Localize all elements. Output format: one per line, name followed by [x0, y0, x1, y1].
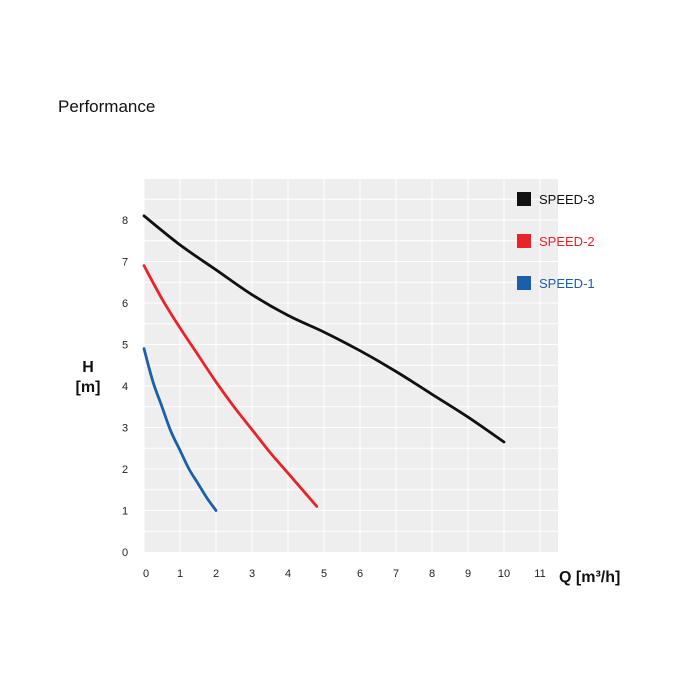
x-tick-label: 2 [213, 568, 219, 580]
legend-label-speed-3: SPEED-3 [539, 192, 595, 207]
y-tick-label: 1 [122, 506, 128, 518]
x-axis-ticks: 0 1 2 3 4 5 6 7 8 9 10 11 [143, 568, 546, 580]
series-lines [142, 214, 506, 512]
y-tick-label: 2 [122, 464, 128, 476]
grid-lines [143, 178, 577, 552]
legend-swatch-speed-3 [517, 192, 531, 206]
legend-swatch-speed-1 [517, 276, 531, 290]
y-tick-label: 6 [122, 298, 128, 310]
y-axis-label-symbol: H [82, 359, 94, 376]
y-tick-label: 5 [122, 340, 128, 352]
x-tick-label: 0 [143, 568, 149, 580]
y-tick-label: 4 [122, 381, 128, 393]
legend-label-speed-1: SPEED-1 [539, 276, 595, 291]
x-tick-label: 4 [285, 568, 291, 580]
x-tick-label: 8 [429, 568, 435, 580]
x-tick-label: 5 [321, 568, 327, 580]
y-tick-label: 3 [122, 423, 128, 435]
x-tick-label: 11 [534, 568, 545, 580]
y-tick-label: 0 [122, 547, 128, 559]
series-line-speed-3 [142, 214, 506, 444]
y-axis-ticks: 0 1 2 3 4 5 6 7 8 [122, 215, 128, 559]
x-tick-label: 6 [357, 568, 363, 580]
y-axis-label-unit: [m] [76, 379, 101, 396]
page-title: Performance [58, 97, 156, 116]
x-tick-label: 3 [249, 568, 255, 580]
legend: SPEED-3 SPEED-2 SPEED-1 [517, 192, 595, 291]
legend-label-speed-2: SPEED-2 [539, 234, 595, 249]
x-tick-label: 1 [177, 568, 183, 580]
x-tick-label: 9 [465, 568, 471, 580]
y-tick-label: 7 [122, 257, 128, 269]
x-axis-label: Q [m³/h] [559, 569, 620, 586]
series-line-speed-1 [142, 347, 218, 512]
x-tick-label: 7 [393, 568, 399, 580]
series-line-speed-2 [142, 264, 319, 508]
y-tick-label: 8 [122, 215, 128, 227]
legend-swatch-speed-2 [517, 234, 531, 248]
x-tick-label: 10 [498, 568, 510, 580]
